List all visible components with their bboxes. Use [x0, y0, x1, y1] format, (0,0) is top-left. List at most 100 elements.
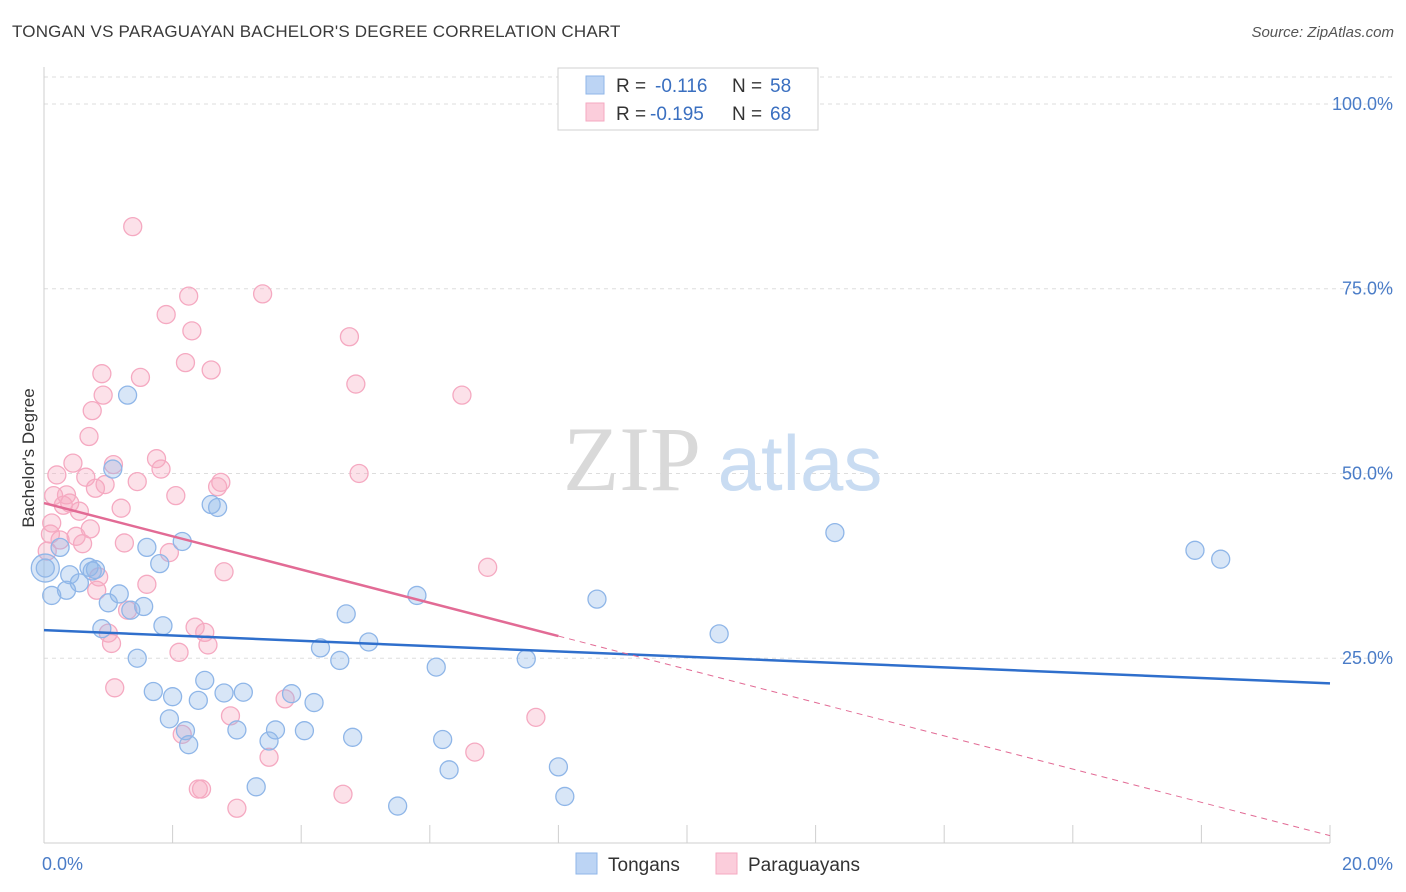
point-paraguayans: [191, 779, 212, 799]
point-paraguayans: [220, 706, 241, 726]
point-tongans-large: [30, 553, 60, 583]
chart-title: TONGAN VS PARAGUAYAN BACHELOR'S DEGREE C…: [12, 22, 621, 41]
trend-line-dashed-paraguayans: [558, 635, 1331, 837]
point-paraguayans: [333, 784, 353, 804]
point-tongans: [825, 522, 845, 543]
point-tongans: [92, 619, 112, 639]
point-tongans: [214, 683, 234, 703]
point-tongans: [342, 727, 363, 747]
y-tick-labels: 25.0% 50.0% 75.0% 100.0%: [1332, 94, 1393, 668]
point-paraguayans: [151, 459, 171, 479]
point-paraguayans: [92, 364, 112, 384]
point-paraguayans: [63, 453, 83, 473]
point-tongans: [310, 638, 331, 658]
point-tongans: [127, 648, 147, 668]
point-paraguayans: [175, 352, 196, 373]
point-tongans: [548, 757, 569, 777]
point-tongans: [281, 684, 302, 704]
point-paraguayans: [349, 463, 369, 484]
point-tongans: [555, 786, 575, 807]
point-paraguayans: [166, 485, 186, 506]
bottom-legend-label-paraguayans: Paraguayans: [748, 855, 860, 876]
series-paraguayans: [37, 216, 546, 818]
legend-n-label-1: N =: [732, 76, 762, 97]
point-tongans: [50, 537, 70, 558]
point-paraguayans: [478, 557, 498, 577]
point-tongans: [359, 632, 379, 652]
point-tongans: [246, 777, 266, 797]
point-tongans: [103, 459, 123, 479]
bottom-legend-swatch-paraguayans: [715, 852, 738, 875]
watermark: ZIP atlas: [563, 408, 882, 510]
point-tongans: [587, 589, 607, 609]
point-tongans: [188, 690, 208, 711]
legend-n-value-1: 58: [770, 76, 791, 97]
bottom-legend-label-tongans: Tongans: [608, 855, 680, 876]
trend-line-tongans: [43, 628, 1331, 685]
point-paraguayans: [452, 385, 472, 405]
point-paraguayans: [127, 471, 147, 492]
point-paraguayans: [227, 798, 247, 818]
point-tongans: [159, 709, 180, 729]
y-axis-label: Bachelor's Degree: [19, 388, 38, 527]
point-tongans: [179, 735, 199, 755]
legend-swatch-paraguayans: [585, 102, 605, 122]
point-tongans: [294, 721, 315, 741]
chart-source: Source: ZipAtlas.com: [1251, 24, 1394, 41]
point-paraguayans: [156, 304, 176, 325]
point-paraguayans: [179, 286, 199, 306]
point-tongans: [35, 558, 55, 578]
bottom-legend-swatch-tongans: [575, 852, 598, 875]
legend-r-value-2: -0.195: [650, 104, 704, 125]
point-paraguayans: [95, 474, 115, 495]
point-paraguayans: [275, 689, 295, 709]
point-paraguayans: [465, 742, 485, 762]
point-tongans: [134, 596, 154, 617]
point-tongans: [85, 559, 106, 580]
point-tongans: [304, 692, 324, 713]
legend-r-value-1: -0.116: [655, 76, 707, 97]
point-tongans: [42, 585, 62, 606]
point-paraguayans: [85, 478, 106, 498]
point-paraguayans: [130, 367, 151, 388]
point-paraguayans: [252, 284, 273, 304]
legend-n-value-2: 68: [770, 104, 791, 125]
axes: [43, 67, 1331, 844]
point-paraguayans: [172, 724, 192, 745]
y-tick-label: 75.0%: [1342, 279, 1393, 299]
point-tongans: [426, 657, 446, 677]
point-paraguayans: [50, 530, 70, 550]
point-tongans: [60, 565, 80, 585]
x-tick-label: 20.0%: [1342, 854, 1393, 874]
point-paraguayans: [105, 678, 125, 698]
point-paraguayans: [146, 449, 167, 469]
point-paraguayans: [42, 513, 62, 533]
bottom-legend: Tongans Paraguayans: [575, 852, 860, 876]
point-paraguayans: [339, 327, 360, 347]
point-paraguayans: [79, 426, 99, 447]
point-paraguayans: [259, 747, 279, 767]
legend-r-label-2: R =: [616, 104, 646, 125]
x-tick-label: 0.0%: [42, 854, 83, 874]
point-paraguayans: [182, 321, 202, 341]
point-paraguayans: [114, 533, 135, 553]
y-tick-label: 100.0%: [1332, 94, 1393, 114]
point-paraguayans: [111, 498, 131, 518]
grid-lines: [44, 76, 1392, 659]
point-paraguayans: [201, 360, 221, 380]
point-tongans: [387, 796, 408, 816]
point-paraguayans: [47, 465, 67, 485]
legend-n-label-2: N =: [732, 104, 762, 125]
point-tongans: [233, 682, 253, 702]
point-tongans: [330, 650, 350, 671]
point-paraguayans: [80, 519, 100, 539]
y-tick-label: 50.0%: [1342, 463, 1393, 483]
point-paraguayans: [214, 562, 234, 582]
point-paraguayans: [101, 633, 122, 654]
point-tongans: [109, 584, 129, 604]
point-tongans: [265, 720, 286, 740]
point-tongans: [143, 681, 163, 702]
trend-line-paraguayans: [43, 501, 559, 638]
point-tongans: [82, 561, 102, 581]
